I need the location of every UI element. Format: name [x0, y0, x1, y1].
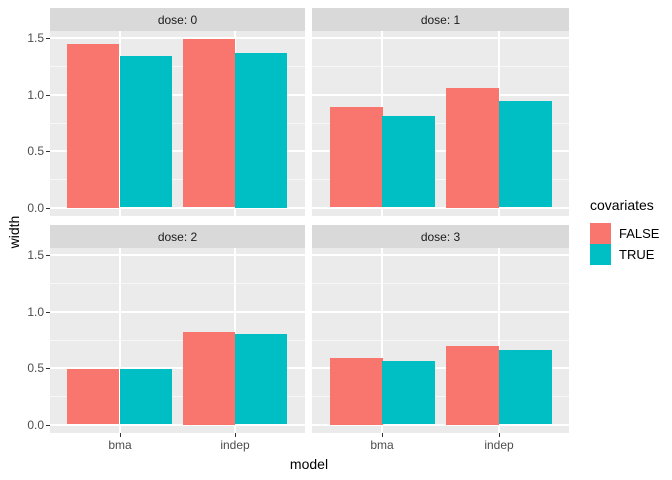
gridline-minor [50, 123, 305, 124]
bar-bma-false [67, 44, 119, 208]
gridline-minor [50, 66, 305, 67]
bar-bma-true [120, 369, 172, 424]
gridline-major [312, 37, 569, 39]
x-tick-label: bma [370, 438, 394, 452]
y-tick-label: 1.0 [27, 305, 44, 319]
y-tick-label: 0.5 [27, 144, 44, 158]
y-axis-tick [46, 95, 50, 96]
gridline-minor [312, 283, 569, 284]
gridline-major [312, 311, 569, 313]
legend-swatch-false-icon [590, 223, 611, 244]
gridline-major [312, 254, 569, 256]
x-axis-tick [499, 433, 500, 437]
bar-indep-false [183, 332, 235, 425]
gridline-minor [312, 66, 569, 67]
gridline-minor [50, 283, 305, 284]
bar-indep-true [499, 101, 552, 207]
gridline-minor [312, 396, 569, 397]
gridline-minor [50, 340, 305, 341]
x-axis-tick [120, 433, 121, 437]
bar-indep-true [235, 334, 287, 424]
bar-indep-false [446, 346, 499, 425]
bar-indep-true [235, 53, 287, 208]
gridline-vertical [498, 248, 500, 433]
y-axis-tick [46, 208, 50, 209]
legend-label-false: FALSE [619, 226, 660, 241]
gridline-minor [312, 179, 569, 180]
gridline-minor [312, 340, 569, 341]
gridline-major [312, 94, 569, 96]
y-tick-label: 1.0 [27, 88, 44, 102]
x-axis-tick [235, 433, 236, 437]
y-axis-tick [46, 38, 50, 39]
y-axis-tick [46, 151, 50, 152]
bar-indep-false [183, 39, 235, 207]
legend-swatch-true-icon [590, 244, 611, 265]
bar-bma-true [382, 116, 435, 207]
y-axis-tick [46, 255, 50, 256]
y-tick-label: 1.5 [27, 248, 44, 262]
x-tick-label: bma [108, 438, 132, 452]
facet-strip: dose: 0 [50, 8, 305, 31]
x-tick-label: indep [220, 438, 250, 452]
bar-indep-true [499, 350, 552, 424]
gridline-major [312, 207, 569, 209]
gridline-major [312, 150, 569, 152]
bar-bma-true [120, 56, 172, 207]
gridline-vertical [381, 248, 383, 433]
bar-indep-false [446, 88, 499, 208]
facet-strip: dose: 2 [50, 225, 305, 248]
bar-bma-true [382, 361, 435, 424]
facet-panel [312, 31, 569, 216]
y-axis-tick [46, 368, 50, 369]
y-tick-label: 0.5 [27, 361, 44, 375]
legend-title: covariates [590, 197, 654, 213]
gridline-major [50, 207, 305, 209]
gridline-major [50, 254, 305, 256]
x-axis-title: model [289, 456, 329, 472]
facet-strip: dose: 1 [312, 8, 569, 31]
gridline-major [50, 37, 305, 39]
y-axis-tick [46, 425, 50, 426]
facet-panel [50, 248, 305, 433]
y-axis-tick [46, 312, 50, 313]
y-tick-label: 0.0 [27, 201, 44, 215]
gridline-major [312, 424, 569, 426]
bar-bma-false [330, 358, 383, 425]
legend-entry-true: TRUE [590, 244, 659, 265]
y-tick-label: 0.0 [27, 418, 44, 432]
facet-panel [50, 31, 305, 216]
y-tick-label: 1.5 [27, 31, 44, 45]
gridline-major [50, 94, 305, 96]
gridline-major [50, 150, 305, 152]
gridline-major [50, 424, 305, 426]
gridline-major [312, 367, 569, 369]
gridline-major [50, 311, 305, 313]
gridline-minor [50, 396, 305, 397]
y-axis-title: width [6, 215, 22, 249]
facet-panel [312, 248, 569, 433]
bar-bma-false [67, 369, 119, 424]
gridline-minor [50, 179, 305, 180]
facet-strip: dose: 3 [312, 225, 569, 248]
legend: covariates FALSE TRUE [590, 197, 659, 265]
gridline-vertical [119, 248, 121, 433]
gridline-major [50, 367, 305, 369]
legend-entry-false: FALSE [590, 223, 659, 244]
x-axis-tick [382, 433, 383, 437]
bar-bma-false [330, 107, 383, 207]
gridline-minor [312, 123, 569, 124]
legend-label-true: TRUE [619, 247, 655, 262]
x-tick-label: indep [484, 438, 514, 452]
